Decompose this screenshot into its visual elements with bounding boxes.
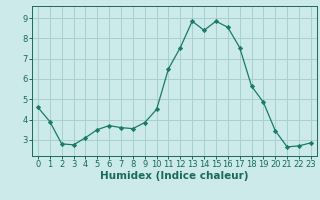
X-axis label: Humidex (Indice chaleur): Humidex (Indice chaleur): [100, 171, 249, 181]
